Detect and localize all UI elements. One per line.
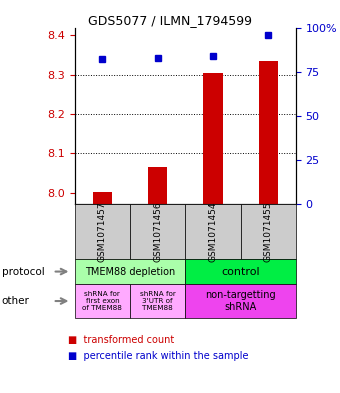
Bar — [93, 192, 112, 204]
Text: TMEM88 depletion: TMEM88 depletion — [85, 266, 175, 277]
Text: GSM1071454: GSM1071454 — [208, 202, 217, 262]
Text: protocol: protocol — [2, 266, 45, 277]
Text: shRNA for
3'UTR of
TMEM88: shRNA for 3'UTR of TMEM88 — [140, 291, 176, 311]
Bar — [258, 61, 278, 204]
Bar — [148, 167, 167, 204]
Text: control: control — [221, 266, 260, 277]
Text: GSM1071457: GSM1071457 — [98, 202, 107, 262]
Text: ■  transformed count: ■ transformed count — [68, 335, 174, 345]
Text: GSM1071455: GSM1071455 — [264, 202, 273, 262]
Text: non-targetting
shRNA: non-targetting shRNA — [205, 290, 276, 312]
Text: other: other — [2, 296, 30, 306]
Text: GDS5077 / ILMN_1794599: GDS5077 / ILMN_1794599 — [88, 14, 252, 27]
Text: GSM1071456: GSM1071456 — [153, 202, 162, 262]
Text: ■  percentile rank within the sample: ■ percentile rank within the sample — [68, 351, 249, 361]
Bar — [203, 73, 223, 204]
Text: shRNA for
first exon
of TMEM88: shRNA for first exon of TMEM88 — [83, 291, 122, 311]
